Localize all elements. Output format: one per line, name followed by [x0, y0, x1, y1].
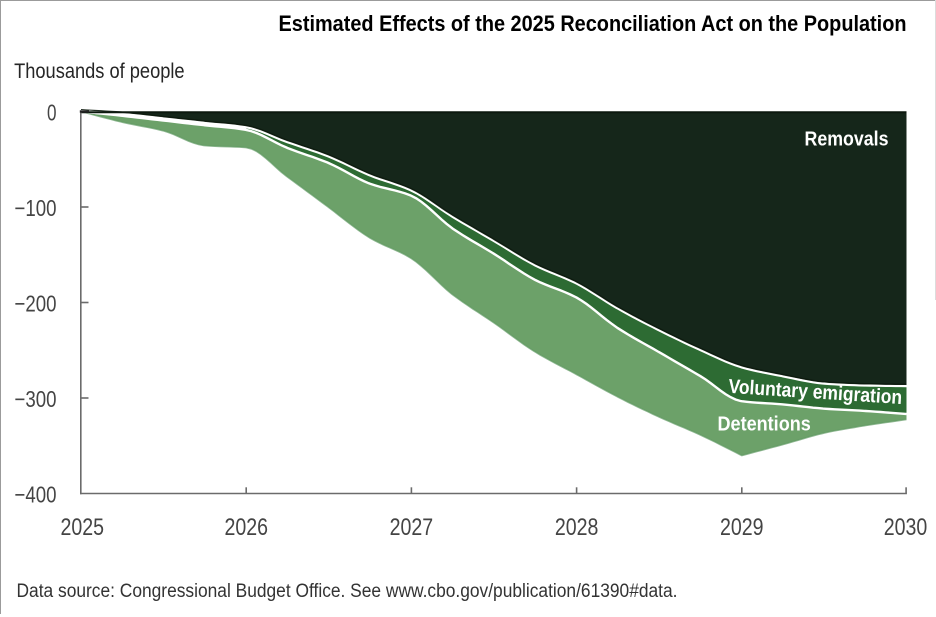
- svg-text:2027: 2027: [390, 514, 434, 541]
- svg-text:2030: 2030: [884, 514, 928, 541]
- svg-text:2028: 2028: [555, 514, 599, 541]
- svg-text:Removals: Removals: [805, 129, 889, 151]
- svg-text:Data source: Congressional Bud: Data source: Congressional Budget Office…: [17, 581, 678, 602]
- svg-text:Detentions: Detentions: [718, 413, 811, 436]
- svg-text:2029: 2029: [720, 514, 764, 541]
- svg-text:−100: −100: [15, 195, 57, 221]
- svg-text:Estimated Effects of the 2025: Estimated Effects of the 2025 Reconcilia…: [279, 11, 907, 36]
- svg-text:−400: −400: [15, 482, 57, 508]
- svg-text:Thousands of people: Thousands of people: [14, 60, 185, 83]
- svg-text:−300: −300: [15, 386, 57, 412]
- svg-text:−200: −200: [15, 291, 57, 317]
- svg-text:2026: 2026: [224, 514, 268, 541]
- svg-text:2025: 2025: [60, 514, 104, 541]
- svg-text:0: 0: [47, 100, 57, 126]
